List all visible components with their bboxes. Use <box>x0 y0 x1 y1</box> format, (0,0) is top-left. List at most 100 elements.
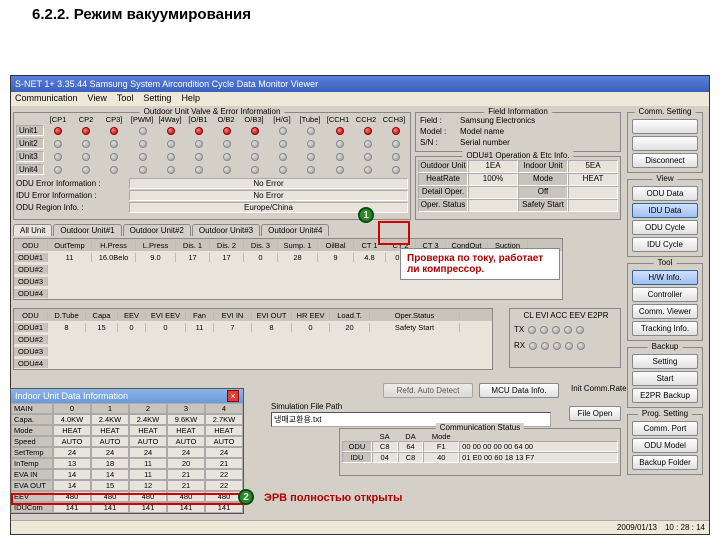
commstat-cell: ODU <box>342 441 372 452</box>
idu-cell: 22 <box>205 469 243 480</box>
tab[interactable]: Outdoor Unit#2 <box>123 224 191 236</box>
table-cell: 9.0 <box>136 253 176 262</box>
table-cell: 0 <box>146 323 186 332</box>
sidebar-button[interactable]: Backup Folder <box>632 455 698 470</box>
group-title: Comm. Setting <box>635 107 696 116</box>
idu-cell: Mode <box>11 425 53 436</box>
sidebar-button[interactable]: Start <box>632 371 698 386</box>
mcu-button[interactable]: MCU Data Info. <box>479 383 559 398</box>
sidebar-button[interactable]: ODU Cycle <box>632 220 698 235</box>
table-cell: 8 <box>48 323 86 332</box>
op-cell: Detail Oper. <box>418 186 468 199</box>
tab[interactable]: All Unit <box>13 224 52 236</box>
valve-title: Outdoor Unit Valve & Error Information <box>140 107 285 116</box>
idu-cell: 21 <box>167 480 205 491</box>
table-cell: 7 <box>214 323 252 332</box>
commstat-cell: IDU <box>342 452 372 463</box>
menu-item[interactable]: View <box>88 93 107 105</box>
led-icon <box>336 153 344 161</box>
idu-cell: EVA OUT <box>11 480 53 491</box>
tabs: All Unit Outdoor Unit#1 Outdoor Unit#2 O… <box>13 224 330 236</box>
sidebar-button[interactable]: IDU Cycle <box>632 237 698 252</box>
titlebar: S-NET 1+ 3.35.44 Samsung System Aircondi… <box>11 76 709 92</box>
sidebar-button[interactable]: H/W Info. <box>632 270 698 285</box>
table-cell: ODU#3 <box>14 347 48 356</box>
op-cell <box>568 186 618 199</box>
led-icon <box>139 166 147 174</box>
idu-cell: EVA IN <box>11 469 53 480</box>
unit-label: Unit2 <box>16 138 44 149</box>
led-icon <box>392 127 400 135</box>
sidebar-button[interactable]: ODU Data <box>632 186 698 201</box>
col-header: Fan <box>186 311 214 320</box>
tab[interactable]: Outdoor Unit#1 <box>53 224 121 236</box>
table-cell: 20 <box>330 323 370 332</box>
menu-item[interactable]: Tool <box>117 93 134 105</box>
table-cell: 0 <box>292 323 330 332</box>
tab[interactable]: Outdoor Unit#4 <box>261 224 329 236</box>
sidebar-button[interactable]: IDU Data <box>632 203 698 218</box>
sidebar-button[interactable]: Tracking Info. <box>632 321 698 336</box>
tab[interactable]: Outdoor Unit#3 <box>192 224 260 236</box>
led-icon <box>251 140 259 148</box>
idu-cell: 24 <box>205 447 243 458</box>
led-icon <box>336 166 344 174</box>
idu-cell: InTemp <box>11 458 53 469</box>
table-cell: 16.0Belo <box>92 253 136 262</box>
sidebar-button[interactable]: E2PR Backup <box>632 388 698 403</box>
unit-label: Unit3 <box>16 151 44 162</box>
file-open-button[interactable]: File Open <box>569 406 621 421</box>
sidebar-button[interactable]: Comm. Port <box>632 421 698 436</box>
menu-item[interactable]: Setting <box>143 93 171 105</box>
menu-item[interactable]: Communication <box>15 93 78 105</box>
col-header: OilBal <box>318 241 354 250</box>
idu-cell: 21 <box>205 458 243 469</box>
table-cell: ODU#2 <box>14 335 48 344</box>
led-icon <box>307 140 315 148</box>
idu-cell: 24 <box>91 447 129 458</box>
led-icon <box>110 166 118 174</box>
idu-cell: Speed <box>11 436 53 447</box>
marker-2: 2 <box>238 489 254 505</box>
err-val: No Error <box>129 178 408 189</box>
sidebar-button[interactable]: ODU Model <box>632 438 698 453</box>
sidebar-button[interactable] <box>632 119 698 134</box>
sidebar-button[interactable]: Setting <box>632 354 698 369</box>
led-icon <box>279 166 287 174</box>
highlight-eev <box>11 493 243 505</box>
refd-button[interactable]: Refd. Auto Detect <box>383 383 473 398</box>
col-header: HR EEV <box>292 311 330 320</box>
table-cell: ODU#3 <box>14 277 48 286</box>
valve-col: CP2 <box>72 115 100 124</box>
led-icon <box>54 153 62 161</box>
sidebar-button[interactable]: Comm. Viewer <box>632 304 698 319</box>
idu-cell: AUTO <box>167 436 205 447</box>
col-header: D.Tube <box>48 311 86 320</box>
table-cell: 0 <box>118 323 146 332</box>
valve-col: CCH3] <box>380 115 408 124</box>
close-icon[interactable]: × <box>227 390 239 402</box>
sidebar-button[interactable] <box>632 136 698 151</box>
sidebar-button[interactable]: Controller <box>632 287 698 302</box>
led-icon <box>54 166 62 174</box>
menubar: Communication View Tool Setting Help <box>11 92 709 106</box>
idu-cell: HEAT <box>91 425 129 436</box>
commstat-cell: 00 00 00 00 00 64 00 <box>459 441 618 452</box>
idu-cell: HEAT <box>167 425 205 436</box>
sidebar-button[interactable]: Disconnect <box>632 153 698 168</box>
field-val: Serial number <box>460 138 616 147</box>
valve-col: O/B2 <box>212 115 240 124</box>
menu-item[interactable]: Help <box>181 93 200 105</box>
led-icon <box>82 140 90 148</box>
led-icon <box>195 140 203 148</box>
idu-cell: 2.4KW <box>91 414 129 425</box>
idu-cell: 9.6KW <box>167 414 205 425</box>
col-header: Dis. 2 <box>210 241 244 250</box>
tx-label: TX <box>514 325 524 334</box>
commstat-col: Mode <box>423 432 459 441</box>
led-icon <box>364 127 372 135</box>
led-icon <box>251 166 259 174</box>
idu-cell: 2.4KW <box>129 414 167 425</box>
led-icon <box>167 153 175 161</box>
comm-status-title: Communication Status <box>436 423 524 432</box>
